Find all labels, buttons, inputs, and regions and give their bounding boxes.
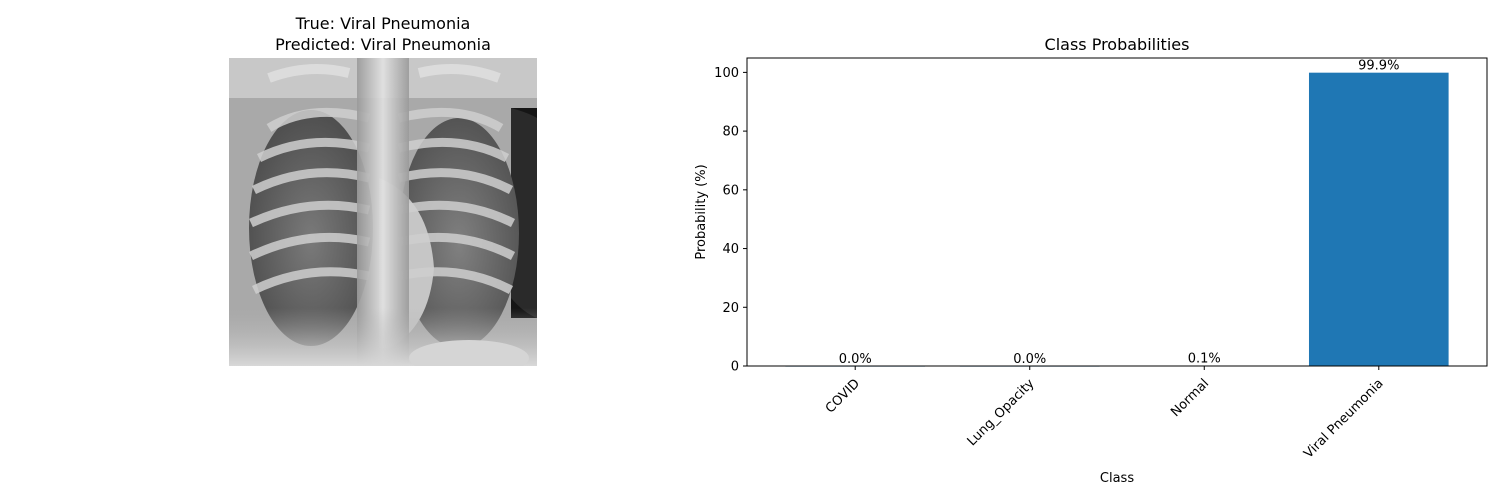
bar-viral-pneumonia	[1308, 72, 1449, 366]
data-label: 0.0%	[1013, 352, 1046, 367]
x-axis-label: Class	[1100, 471, 1134, 486]
x-tick-label: COVID	[823, 376, 863, 416]
predicted-label: Predicted: Viral Pneumonia	[275, 35, 491, 54]
x-axis: COVID Lung_Opacity Normal Viral Pneumonia	[823, 366, 1387, 462]
true-label: True: Viral Pneumonia	[295, 14, 471, 33]
chart-title: Class Probabilities	[1045, 35, 1190, 54]
x-tick-label: Lung_Opacity	[965, 376, 1038, 449]
y-tick-label: 100	[714, 66, 739, 81]
y-tick-label: 80	[722, 125, 739, 140]
bars-group	[785, 72, 1449, 367]
chest-xray-drawing	[229, 58, 537, 376]
data-label: 0.0%	[839, 352, 872, 367]
data-labels-group: 0.0% 0.0% 0.1% 99.9%	[839, 59, 1400, 367]
y-axis-label: Probability (%)	[694, 164, 709, 259]
data-label: 0.1%	[1188, 352, 1221, 367]
data-label: 99.9%	[1358, 59, 1399, 74]
y-axis: 0 20 40 60 80 100	[714, 66, 747, 375]
y-tick-label: 20	[722, 301, 739, 316]
y-tick-label: 40	[722, 242, 739, 257]
image-title: True: Viral Pneumonia Predicted: Viral P…	[230, 13, 536, 55]
y-tick-label: 60	[722, 183, 739, 198]
y-tick-label: 0	[731, 360, 739, 375]
x-tick-label: Normal	[1168, 376, 1212, 420]
x-tick-label: Viral Pneumonia	[1301, 376, 1386, 461]
plot-frame	[746, 57, 1488, 367]
chest-xray-image	[229, 58, 537, 376]
